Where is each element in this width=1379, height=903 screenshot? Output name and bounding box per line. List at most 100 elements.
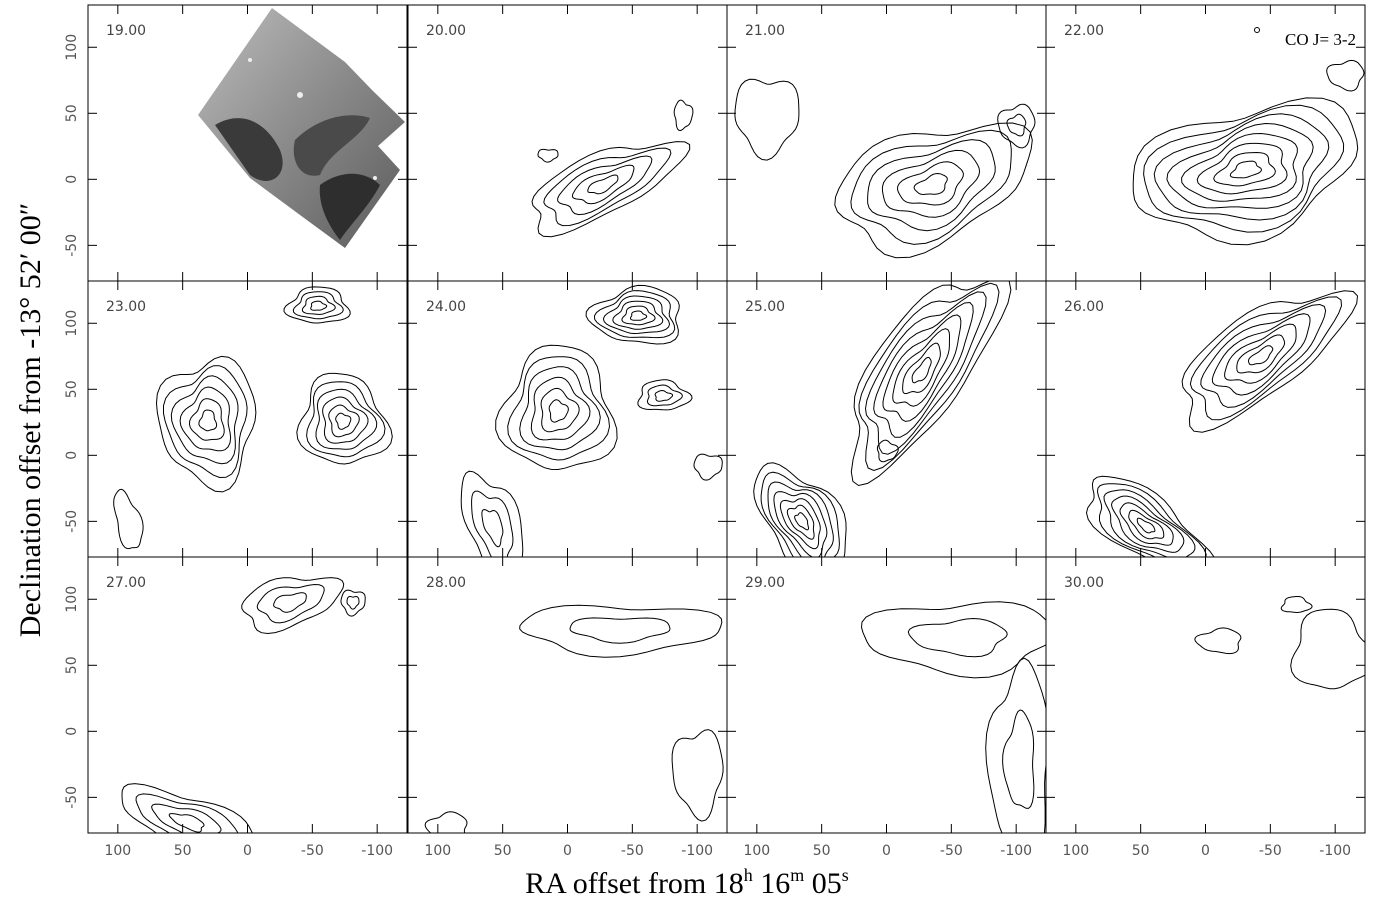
panel-label: 30.00: [1064, 575, 1104, 591]
contour: [1096, 483, 1207, 557]
contour: [1200, 303, 1327, 408]
contour: [121, 783, 253, 833]
y-tick-label: 50: [64, 656, 80, 674]
x-tick-label: 0: [243, 843, 252, 859]
contour: [155, 355, 257, 493]
contour: [241, 577, 345, 635]
y-tick-label: 100: [64, 310, 80, 337]
contour: [1213, 151, 1276, 187]
contour: [540, 387, 580, 433]
contour: [873, 301, 974, 438]
x-tick-label: 100: [104, 843, 131, 859]
panel: 25.00: [726, 280, 1047, 558]
contour: [907, 617, 1008, 658]
contour: [292, 291, 344, 320]
contour: [612, 300, 664, 330]
contour: [834, 122, 1033, 259]
contour: [1247, 345, 1274, 366]
panel-label: 25.00: [745, 299, 785, 315]
y-tick-label: 0: [64, 175, 80, 184]
contours: [424, 604, 724, 833]
contour: [902, 342, 941, 395]
contour: [1153, 113, 1330, 221]
panel-frame: [1045, 280, 1366, 558]
x-tick-label: 50: [1132, 843, 1150, 859]
contour: [346, 595, 360, 610]
panel-frame: [87, 556, 408, 834]
contour: [1181, 132, 1298, 202]
panel: 22.00: [1045, 4, 1366, 282]
x-label-part: 05: [804, 867, 842, 900]
contour: [1211, 313, 1311, 396]
contours: [1194, 596, 1365, 690]
y-tick-label: -50: [64, 510, 80, 533]
contour: [537, 148, 559, 163]
contour: [1229, 160, 1262, 179]
contour: [654, 389, 674, 402]
contour: [495, 344, 618, 471]
contour: [773, 491, 828, 557]
y-tick-label: 100: [64, 34, 80, 61]
x-label-part: s: [842, 865, 849, 885]
contour: [507, 356, 611, 461]
contour: [168, 813, 205, 833]
contour: [1326, 59, 1365, 92]
contour: [1224, 323, 1297, 384]
inset-image: [198, 8, 405, 248]
panel-frame: [1045, 556, 1366, 834]
y-tick-label: 0: [64, 727, 80, 736]
isotope-mark: [1254, 27, 1260, 33]
y-tick-label: -50: [64, 234, 80, 257]
contour: [1006, 113, 1027, 137]
contour: [306, 381, 386, 458]
contour: [896, 161, 964, 206]
contour: [519, 366, 601, 451]
panel: 30.00 100 50 0 -50 -100: [1045, 556, 1366, 859]
contour: [1194, 627, 1242, 655]
panel: 21.00: [726, 4, 1047, 282]
contour: [151, 803, 222, 833]
contour: [882, 314, 962, 422]
contour: [256, 583, 325, 624]
contour: [892, 328, 950, 407]
contour: [1280, 596, 1313, 613]
contour: [113, 488, 144, 550]
x-tick-label: 50: [174, 843, 192, 859]
x-tick-label: -100: [1319, 843, 1351, 859]
y-tick-label: 50: [64, 104, 80, 122]
panel-frame: [407, 280, 728, 558]
x-tick-label: 0: [882, 843, 891, 859]
panel-label: 29.00: [745, 575, 785, 591]
contour: [637, 379, 693, 411]
contour: [585, 284, 680, 345]
panel-label: 21.00: [745, 23, 785, 39]
contour: [587, 174, 619, 195]
panel: 24.00: [407, 280, 728, 558]
contour: [296, 372, 393, 465]
contour: [198, 409, 218, 432]
contour: [548, 399, 569, 423]
contour: [1128, 509, 1165, 540]
contour: [315, 388, 378, 450]
panel-label: 27.00: [106, 575, 146, 591]
x-tick-label: 100: [1062, 843, 1089, 859]
contour: [1110, 495, 1185, 553]
contour: [867, 139, 996, 232]
contour: [621, 305, 656, 326]
contours: [734, 78, 1036, 259]
contour: [630, 310, 648, 321]
contours: [121, 577, 366, 833]
y-tick-label: -50: [64, 786, 80, 809]
contour: [530, 376, 591, 441]
contour: [273, 592, 307, 613]
panel-label: 24.00: [426, 299, 466, 315]
contour: [531, 141, 691, 238]
panel: 29.00 100 50 0 -50 -100: [726, 556, 1047, 859]
panel-label: 22.00: [1064, 23, 1104, 39]
panel: 23.00 -50 0 50 100: [64, 280, 408, 558]
panel-label: 28.00: [426, 575, 466, 591]
contour: [1002, 709, 1035, 809]
contour: [602, 295, 671, 335]
contour: [283, 286, 351, 324]
x-label-part: h: [744, 865, 753, 885]
